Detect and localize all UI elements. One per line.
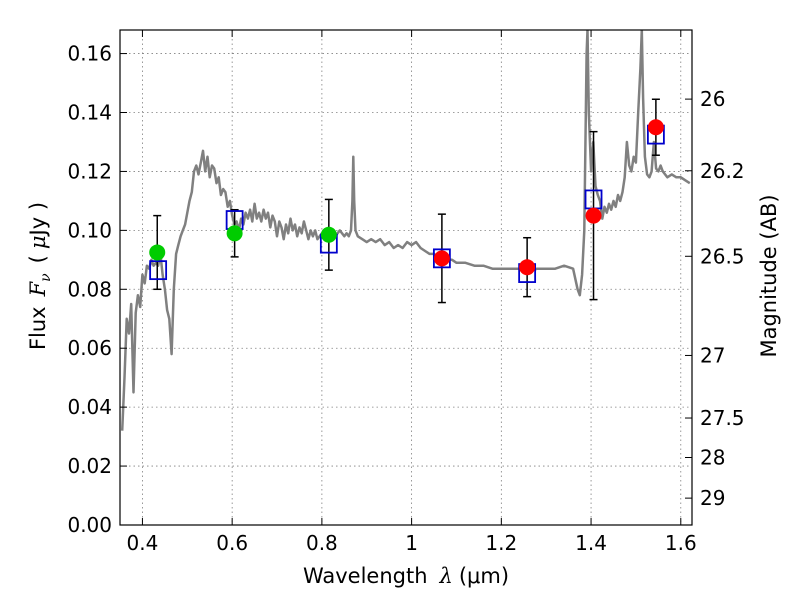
observed-point-green <box>149 244 166 261</box>
x-axis-label-symbol: λ <box>439 564 453 588</box>
observed-point-green <box>226 225 243 242</box>
y2-tick-label: 29 <box>700 486 725 510</box>
y-tick-label: 0.02 <box>67 454 112 478</box>
y2-tick-label: 26.2 <box>700 159 745 183</box>
y-axis-label-prefix: Flux <box>26 306 50 350</box>
y-axis-label-mu: μ <box>26 235 50 249</box>
x-tick-label: 1.4 <box>575 531 607 555</box>
observed-point-red <box>433 250 450 267</box>
plot-frame <box>119 29 693 526</box>
y-axis-label-symbol: F <box>26 280 50 297</box>
y-tick-label: 0.10 <box>67 218 112 242</box>
x-tick-label: 0.4 <box>127 531 159 555</box>
y2-tick-label: 28 <box>700 446 725 470</box>
observed-point-red <box>519 259 536 276</box>
x-tick-label: 1.6 <box>665 531 697 555</box>
y-axis-label-close: Jy ) <box>26 202 50 238</box>
axis-ticks: 0.4 0.6 0.8 1 1.2 1.4 1.6 0.00 0.02 0.04 0.06 0.08 0… <box>67 30 745 555</box>
y2-tick-label: 26.5 <box>700 244 745 268</box>
y-tick-label: 0.04 <box>67 395 112 419</box>
grid-lines <box>120 30 692 526</box>
x-axis-label: Wavelength λ (μm) <box>303 564 509 588</box>
y-tick-label: 0.06 <box>67 336 112 360</box>
y-axis-label-subscript: ν <box>38 273 54 282</box>
y-axis-label-open: ( <box>26 255 50 263</box>
y2-tick-label: 27.5 <box>700 406 745 430</box>
y-axis-label: Flux Fν ( μJy ) <box>26 202 54 350</box>
x-tick-label: 1 <box>405 531 418 555</box>
x-axis-label-unit: (μm) <box>459 564 509 588</box>
y-tick-label: 0.08 <box>67 277 112 301</box>
observed-point-green <box>320 226 337 243</box>
y-tick-label: 0.12 <box>67 159 112 183</box>
model-spectrum <box>120 30 691 431</box>
y2-tick-label: 26 <box>700 87 725 111</box>
x-tick-label: 0.8 <box>306 531 338 555</box>
y2-axis-label: Magnitude (AB) <box>757 194 781 357</box>
y2-tick-label: 27 <box>700 343 725 367</box>
observed-points <box>149 119 664 276</box>
model-spectrum-line <box>120 30 691 431</box>
x-tick-label: 0.6 <box>216 531 248 555</box>
y-tick-label: 0.16 <box>67 42 112 66</box>
model-box <box>149 260 168 281</box>
y-tick-label: 0.14 <box>67 101 112 125</box>
observed-point-red <box>585 207 602 224</box>
x-tick-label: 1.2 <box>485 531 517 555</box>
observed-point-red <box>647 119 664 136</box>
y-tick-label: 0.00 <box>67 513 112 537</box>
x-axis-label-prefix: Wavelength <box>303 564 428 588</box>
